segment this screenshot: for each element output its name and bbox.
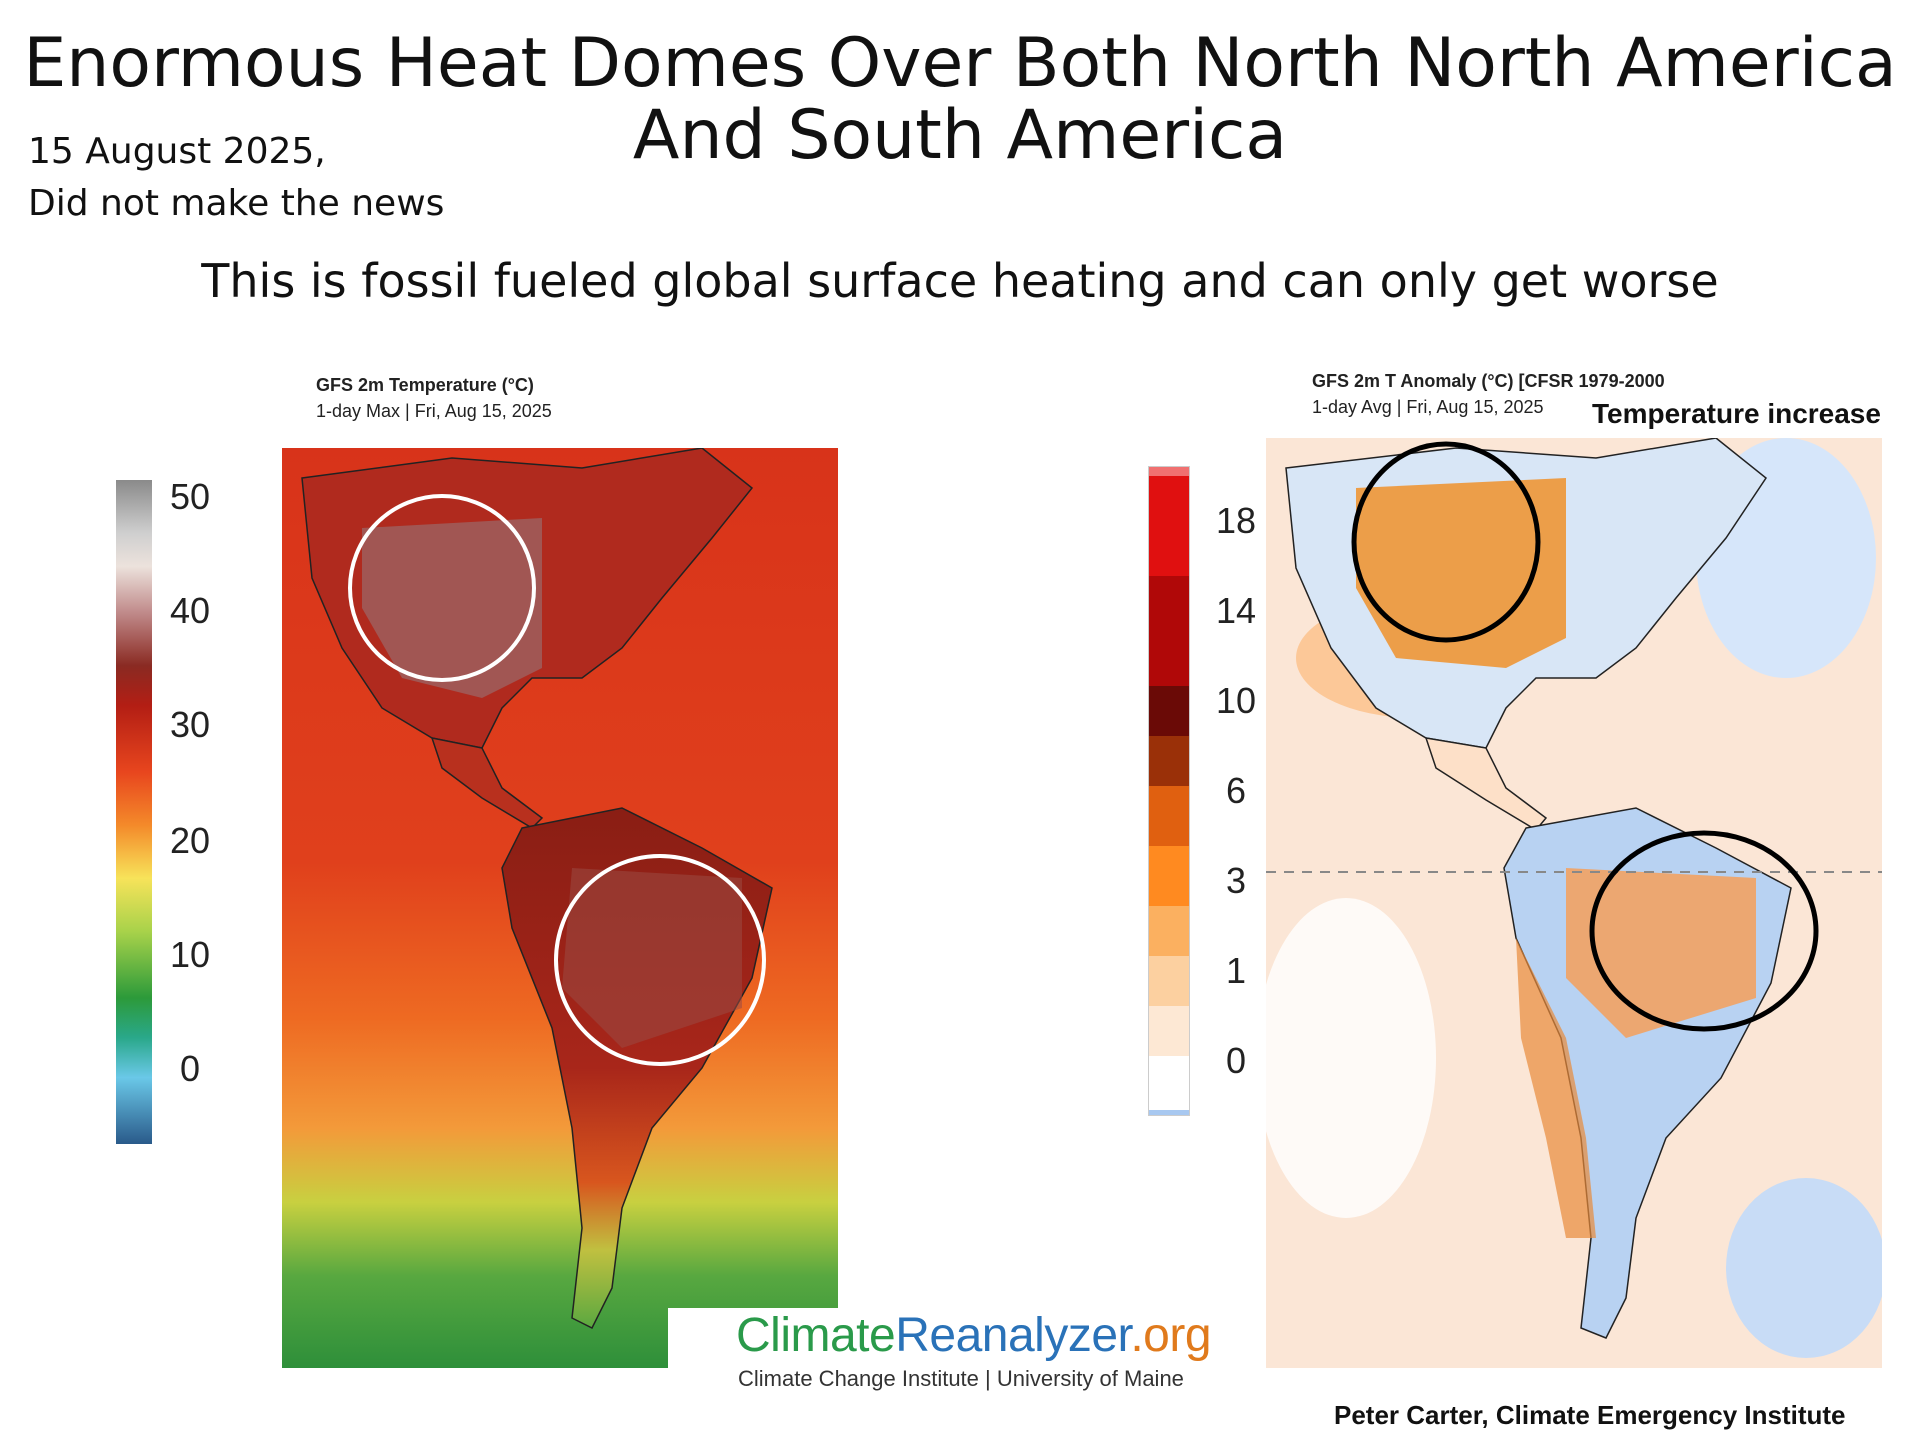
right-tick-3: 3: [1226, 860, 1247, 901]
north-america-heat-core: [362, 518, 542, 698]
temperature-anomaly-map: [1266, 438, 1882, 1368]
central-america-landmass: [430, 737, 544, 829]
right-map-subtitle: 1-day Avg | Fri, Aug 15, 2025: [1312, 397, 1544, 417]
south-america-anomaly-circle: [1589, 830, 1819, 1032]
temperature-increase-label: Temperature increase: [1592, 398, 1881, 429]
climate-reanalyzer-logo: ClimateReanalyzer.org: [736, 1309, 1212, 1362]
left-map-subtitle: 1-day Max | Fri, Aug 15, 2025: [316, 401, 552, 421]
left-tick-0: 0: [180, 1048, 201, 1089]
left-map-title: GFS 2m Temperature (°C): [316, 375, 534, 395]
temperature-map: [282, 448, 838, 1368]
author-credit: Peter Carter, Climate Emergency Institut…: [1334, 1400, 1846, 1430]
right-tick-1: 1: [1226, 950, 1247, 991]
left-colorbar: [116, 480, 152, 1144]
right-map-header: GFS 2m T Anomaly (°C) [CFSR 1979-2000 1-…: [1312, 368, 1665, 420]
right-tick-10: 10: [1216, 680, 1257, 721]
left-tick-10: 10: [170, 934, 211, 975]
left-tick-30: 30: [170, 704, 211, 745]
left-tick-40: 40: [170, 590, 211, 631]
left-tick-50: 50: [170, 476, 211, 517]
right-colorbar: [1148, 466, 1190, 1116]
north-america-anomaly-circle: [1351, 441, 1541, 643]
main-title: Enormous Heat Domes Over Both North Nort…: [0, 28, 1920, 172]
left-map-header: GFS 2m Temperature (°C) 1-day Max | Fri,…: [316, 372, 552, 424]
south-america-heat-core: [562, 868, 742, 1048]
north-america-anomaly-core: [1356, 478, 1566, 668]
title-line-1: Enormous Heat Domes Over Both North Nort…: [23, 24, 1897, 103]
south-america-anomaly-core: [1566, 868, 1756, 1038]
logo-backdrop: [668, 1308, 838, 1368]
right-tick-0: 0: [1226, 1040, 1247, 1081]
date-line-1: 15 August 2025,: [28, 131, 326, 172]
date-line-2: Did not make the news: [28, 183, 445, 224]
left-tick-20: 20: [170, 820, 211, 861]
south-america-heat-circle: [554, 854, 766, 1066]
subtitle: This is fossil fueled global surface hea…: [201, 254, 1719, 308]
logo-tagline: Climate Change Institute | University of…: [738, 1366, 1184, 1391]
right-tick-6: 6: [1226, 770, 1247, 811]
title-line-2: And South America: [632, 96, 1288, 175]
right-map-title: GFS 2m T Anomaly (°C) [CFSR 1979-2000: [1312, 371, 1665, 391]
north-america-heat-circle: [348, 494, 536, 682]
right-tick-14: 14: [1216, 590, 1257, 631]
right-tick-18: 18: [1216, 500, 1257, 541]
date-note: 15 August 2025, Did not make the news: [28, 126, 444, 230]
